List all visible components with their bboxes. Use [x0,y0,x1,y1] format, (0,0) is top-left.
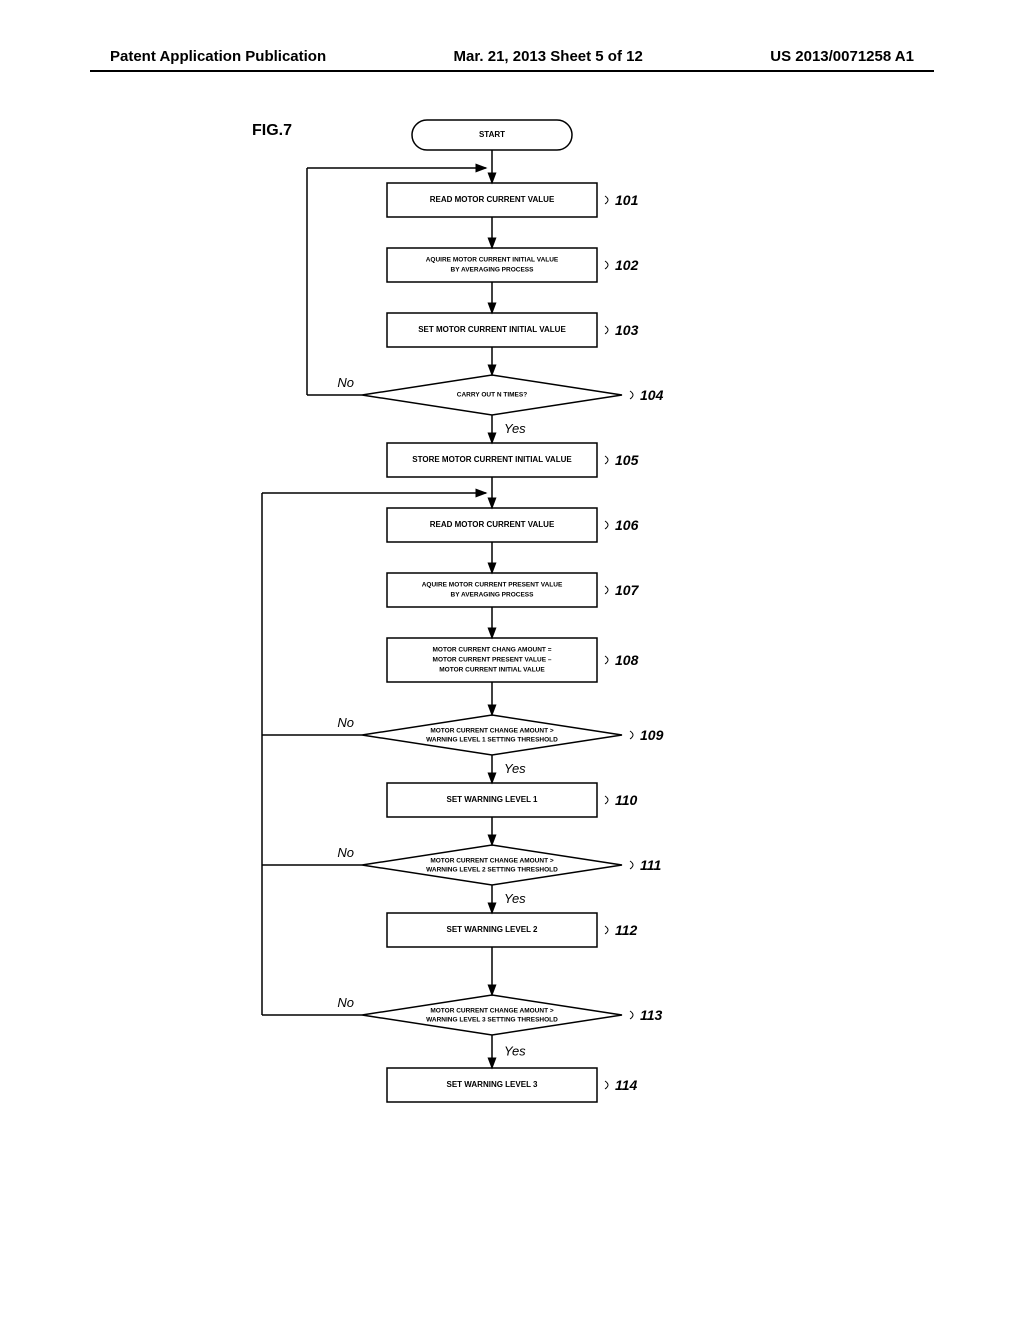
header-rule [90,70,934,72]
node-n103: SET MOTOR CURRENT INITIAL VALUE 103 [387,313,639,347]
figure-label: FIG.7 [252,122,292,139]
svg-text:MOTOR CURRENT CHANGE AMOUNT >: MOTOR CURRENT CHANGE AMOUNT > [430,858,554,865]
svg-text:No: No [337,845,354,860]
svg-text:START: START [479,130,505,139]
svg-text:WARNING LEVEL 2 SETTING THRESH: WARNING LEVEL 2 SETTING THRESHOLD [426,867,558,874]
node-n107: AQUIRE MOTOR CURRENT PRESENT VALUE BY AVE… [387,573,640,607]
svg-text:MOTOR CURRENT PRESENT VALUE –: MOTOR CURRENT PRESENT VALUE – [433,657,552,664]
svg-text:MOTOR CURRENT CHANGE AMOUNT >: MOTOR CURRENT CHANGE AMOUNT > [430,728,554,735]
ref-105: 105 [615,452,639,468]
ref-114: 114 [615,1077,638,1093]
ref-112: 112 [615,922,638,938]
header-right: US 2013/0071258 A1 [770,48,914,65]
ref-109: 109 [640,727,664,743]
node-n102: AQUIRE MOTOR CURRENT INITIAL VALUE BY AVE… [387,248,639,282]
ref-102: 102 [615,257,639,273]
node-n101: READ MOTOR CURRENT VALUE 101 [387,183,639,217]
svg-text:SET MOTOR CURRENT INITIAL VALU: SET MOTOR CURRENT INITIAL VALUE [418,325,566,334]
header-center: Mar. 21, 2013 Sheet 5 of 12 [454,48,643,65]
svg-text:SET WARNING LEVEL 3: SET WARNING LEVEL 3 [447,1080,539,1089]
node-n104: CARRY OUT N TIMES? 104 [362,375,664,415]
ref-107: 107 [615,582,640,598]
svg-text:Yes: Yes [504,421,526,436]
svg-text:WARNING LEVEL 3 SETTING THRESH: WARNING LEVEL 3 SETTING THRESHOLD [426,1017,558,1024]
node-n113: MOTOR CURRENT CHANGE AMOUNT > WARNING LEV… [362,995,663,1035]
flowchart: START READ MOTOR CURRENT VALUE 101 AQUIRE M… [262,120,664,1102]
svg-text:CARRY OUT N TIMES?: CARRY OUT N TIMES? [457,392,527,399]
svg-text:MOTOR CURRENT CHANGE AMOUNT >: MOTOR CURRENT CHANGE AMOUNT > [430,1008,554,1015]
svg-text:Yes: Yes [504,1044,526,1059]
ref-113: 113 [640,1007,663,1023]
node-n108: MOTOR CURRENT CHANG AMOUNT = MOTOR CURREN… [387,638,639,682]
node-n109: MOTOR CURRENT CHANGE AMOUNT > WARNING LEV… [362,715,664,755]
svg-text:Yes: Yes [504,761,526,776]
svg-text:READ MOTOR CURRENT VALUE: READ MOTOR CURRENT VALUE [430,520,555,529]
ref-103: 103 [615,322,639,338]
ref-104: 104 [640,387,664,403]
node-start: START [412,120,572,150]
page-header: Patent Application Publication Mar. 21, … [0,48,1024,65]
svg-text:SET WARNING LEVEL 1: SET WARNING LEVEL 1 [447,795,539,804]
node-n112: SET WARNING LEVEL 2 112 [387,913,638,947]
svg-text:AQUIRE MOTOR CURRENT PRESENT V: AQUIRE MOTOR CURRENT PRESENT VALUE [422,582,563,589]
ref-106: 106 [615,517,639,533]
node-n105: STORE MOTOR CURRENT INITIAL VALUE 105 [387,443,639,477]
node-n106: READ MOTOR CURRENT VALUE 106 [387,508,639,542]
svg-text:SET WARNING LEVEL 2: SET WARNING LEVEL 2 [447,925,539,934]
node-n110: SET WARNING LEVEL 1 110 [387,783,638,817]
ref-111: 111 [640,857,661,873]
svg-text:No: No [337,375,354,390]
flowchart-svg: FIG.7 START READ MOTOR CURRENT VALUE 101 AQ… [90,80,934,1280]
ref-108: 108 [615,652,639,668]
svg-text:MOTOR CURRENT INITIAL VALUE: MOTOR CURRENT INITIAL VALUE [439,667,545,674]
svg-text:STORE MOTOR CURRENT INITIAL VA: STORE MOTOR CURRENT INITIAL VALUE [412,455,572,464]
svg-text:MOTOR CURRENT CHANG AMOUNT =: MOTOR CURRENT CHANG AMOUNT = [433,647,552,654]
svg-text:No: No [337,995,354,1010]
header-left: Patent Application Publication [110,48,326,65]
svg-text:Yes: Yes [504,891,526,906]
svg-text:BY AVERAGING PROCESS: BY AVERAGING PROCESS [451,267,535,274]
svg-text:BY AVERAGING PROCESS: BY AVERAGING PROCESS [451,592,535,599]
svg-text:No: No [337,715,354,730]
svg-text:READ MOTOR CURRENT VALUE: READ MOTOR CURRENT VALUE [430,195,555,204]
ref-101: 101 [615,192,639,208]
figure-container: FIG.7 START READ MOTOR CURRENT VALUE 101 AQ… [90,80,934,1280]
svg-text:WARNING LEVEL 1 SETTING THRESH: WARNING LEVEL 1 SETTING THRESHOLD [426,737,558,744]
node-n111: MOTOR CURRENT CHANGE AMOUNT > WARNING LEV… [362,845,661,885]
ref-110: 110 [615,792,638,808]
node-n114: SET WARNING LEVEL 3 114 [387,1068,638,1102]
svg-text:AQUIRE MOTOR CURRENT INITIAL V: AQUIRE MOTOR CURRENT INITIAL VALUE [426,257,559,264]
